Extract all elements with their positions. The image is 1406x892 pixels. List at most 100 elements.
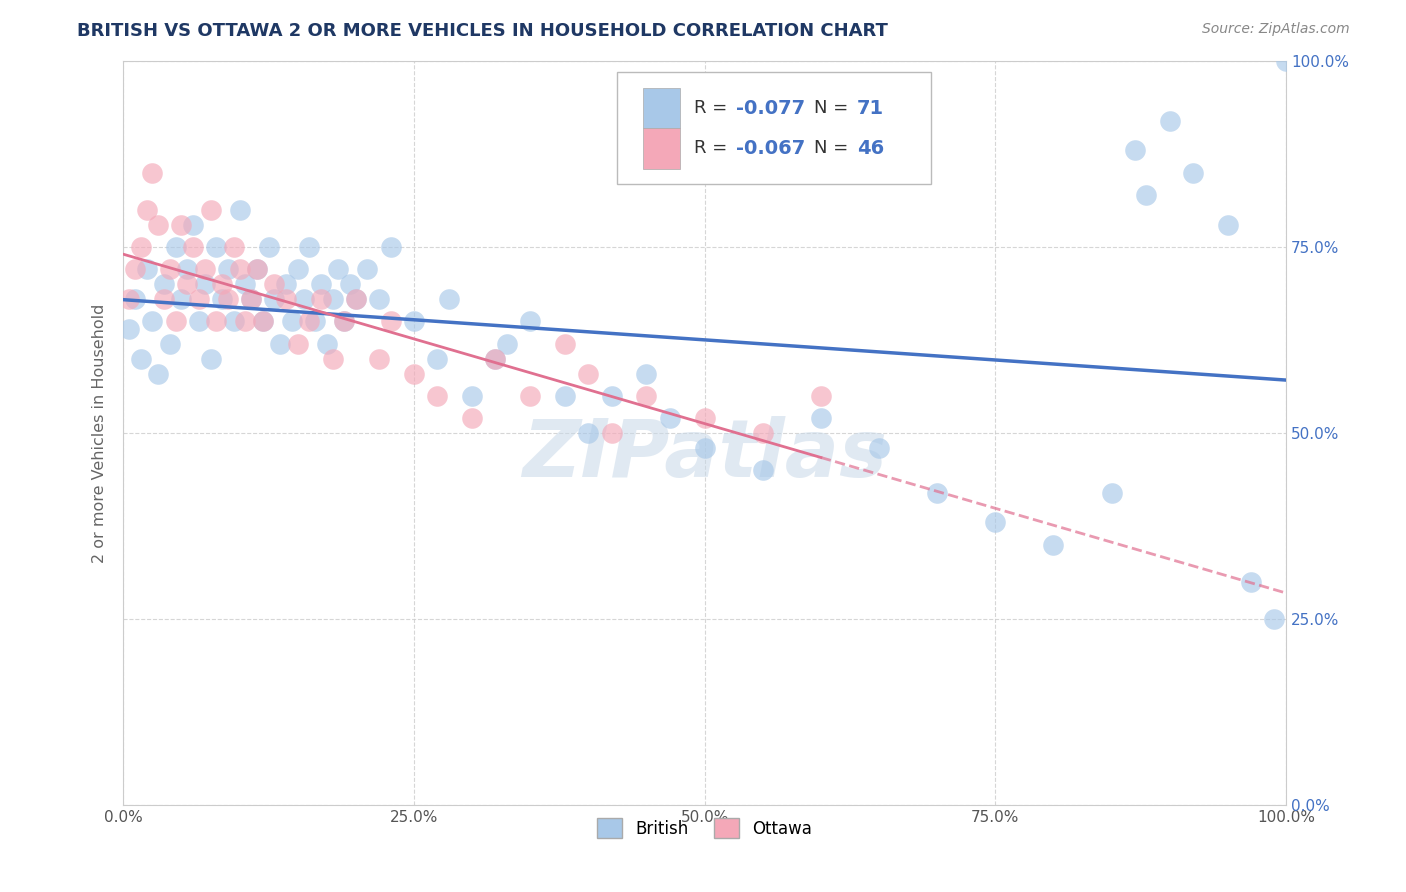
Point [752, 426, 775, 441]
Point [344, 292, 367, 306]
Point [636, 389, 658, 403]
Point [658, 411, 681, 425]
Point [170, 218, 193, 232]
Legend: British, Ottawa: British, Ottawa [591, 812, 818, 845]
Text: BRITISH VS OTTAWA 2 OR MORE VEHICLES IN HOUSEHOLD CORRELATION CHART: BRITISH VS OTTAWA 2 OR MORE VEHICLES IN … [77, 22, 889, 40]
Point [752, 463, 775, 477]
Point [118, 322, 141, 336]
Point [322, 351, 344, 366]
Point [368, 351, 391, 366]
Point [141, 166, 163, 180]
Point [461, 389, 484, 403]
Point [554, 336, 576, 351]
Point [426, 351, 449, 366]
Point [380, 240, 402, 254]
Point [356, 262, 378, 277]
Point [287, 336, 309, 351]
Point [1275, 54, 1298, 69]
Point [246, 262, 269, 277]
Point [519, 314, 541, 328]
Point [194, 262, 217, 277]
Point [322, 292, 344, 306]
Point [339, 277, 361, 292]
Point [274, 277, 297, 292]
Point [187, 314, 209, 328]
Point [298, 314, 321, 328]
Point [576, 426, 599, 441]
Point [235, 314, 257, 328]
Point [240, 292, 263, 306]
Point [181, 218, 204, 232]
Point [274, 292, 297, 306]
Point [211, 292, 233, 306]
Point [380, 314, 402, 328]
Point [333, 314, 356, 328]
Point [461, 411, 484, 425]
Point [1101, 485, 1123, 500]
Point [240, 292, 263, 306]
Point [693, 441, 716, 455]
Point [554, 389, 576, 403]
Point [304, 314, 326, 328]
Point [1216, 218, 1239, 232]
Point [235, 277, 257, 292]
Point [159, 262, 181, 277]
Point [187, 292, 209, 306]
Point [1042, 538, 1064, 552]
Point [222, 240, 245, 254]
Point [148, 218, 170, 232]
Point [200, 202, 222, 217]
Point [135, 202, 157, 217]
Point [1135, 188, 1157, 202]
Point [281, 314, 304, 328]
Text: 71: 71 [856, 98, 884, 118]
Text: -0.067: -0.067 [735, 138, 806, 158]
Point [309, 277, 332, 292]
Point [693, 411, 716, 425]
FancyBboxPatch shape [643, 128, 681, 169]
Point [810, 411, 832, 425]
Point [165, 240, 187, 254]
Point [484, 351, 506, 366]
Text: R =: R = [695, 99, 733, 117]
Point [927, 485, 949, 500]
Text: 46: 46 [856, 138, 884, 158]
Point [159, 336, 181, 351]
Point [287, 262, 309, 277]
Point [1123, 144, 1146, 158]
Point [153, 277, 176, 292]
Point [484, 351, 506, 366]
Point [135, 262, 157, 277]
Point [181, 240, 204, 254]
Point [519, 389, 541, 403]
Point [402, 367, 425, 381]
Point [153, 292, 176, 306]
Text: R =: R = [695, 139, 733, 157]
Point [269, 336, 291, 351]
Point [129, 351, 152, 366]
Point [228, 262, 250, 277]
Point [228, 202, 250, 217]
Point [217, 262, 239, 277]
Text: N =: N = [814, 99, 853, 117]
Point [211, 277, 233, 292]
Point [148, 367, 170, 381]
Point [176, 277, 198, 292]
Point [600, 426, 623, 441]
Point [257, 240, 280, 254]
Point [263, 292, 285, 306]
Point [315, 336, 337, 351]
Point [246, 262, 269, 277]
Point [426, 389, 449, 403]
Point [344, 292, 367, 306]
Point [124, 292, 146, 306]
Point [194, 277, 217, 292]
Point [868, 441, 890, 455]
Point [252, 314, 274, 328]
Point [1240, 574, 1263, 589]
Point [176, 262, 198, 277]
Point [292, 292, 315, 306]
Point [165, 314, 187, 328]
Point [129, 240, 152, 254]
Y-axis label: 2 or more Vehicles in Household: 2 or more Vehicles in Household [93, 303, 107, 563]
